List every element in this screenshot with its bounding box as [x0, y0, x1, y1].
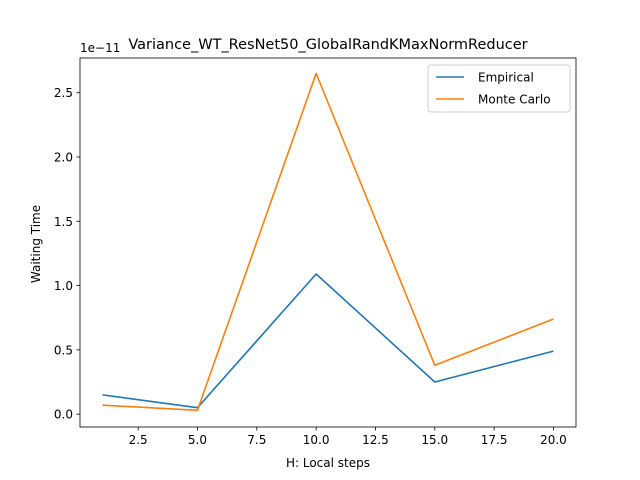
x-axis: 2.5 5.0 7.5 10.0 12.5 15.0 17.5 20.0	[129, 427, 567, 447]
x-tick-label: 12.5	[362, 433, 389, 447]
y-tick-label: 1.5	[54, 215, 73, 229]
x-tick-label: 20.0	[540, 433, 567, 447]
chart-title: Variance_WT_ResNet50_GlobalRandKMaxNormR…	[128, 37, 527, 53]
y-offset-label: 1e−11	[80, 41, 120, 55]
x-tick-label: 5.0	[188, 433, 207, 447]
y-tick-label: 0.0	[54, 408, 73, 422]
y-tick-label: 2.5	[54, 86, 73, 100]
x-tick-label: 7.5	[247, 433, 266, 447]
legend-label-monte-carlo: Monte Carlo	[478, 93, 551, 107]
plot-area	[79, 57, 577, 428]
x-tick-label: 2.5	[129, 433, 148, 447]
y-tick-label: 1.0	[54, 279, 73, 293]
y-tick-label: 2.0	[54, 151, 73, 165]
y-tick-label: 0.5	[54, 343, 73, 357]
legend: Empirical Monte Carlo	[427, 64, 571, 113]
x-axis-label: H: Local steps	[286, 456, 370, 470]
axes-frame	[79, 57, 577, 428]
y-axis: 0.0 0.5 1.0 1.5 2.0 2.5	[54, 86, 80, 422]
x-tick-label: 17.5	[481, 433, 508, 447]
x-tick-label: 10.0	[303, 433, 330, 447]
x-tick-label: 15.0	[421, 433, 448, 447]
y-axis-label: Waiting Time	[29, 205, 43, 283]
series-layer	[102, 72, 554, 412]
series-line-empirical	[102, 273, 554, 409]
series-line-monte-carlo	[102, 72, 554, 412]
legend-label-empirical: Empirical	[478, 71, 534, 85]
